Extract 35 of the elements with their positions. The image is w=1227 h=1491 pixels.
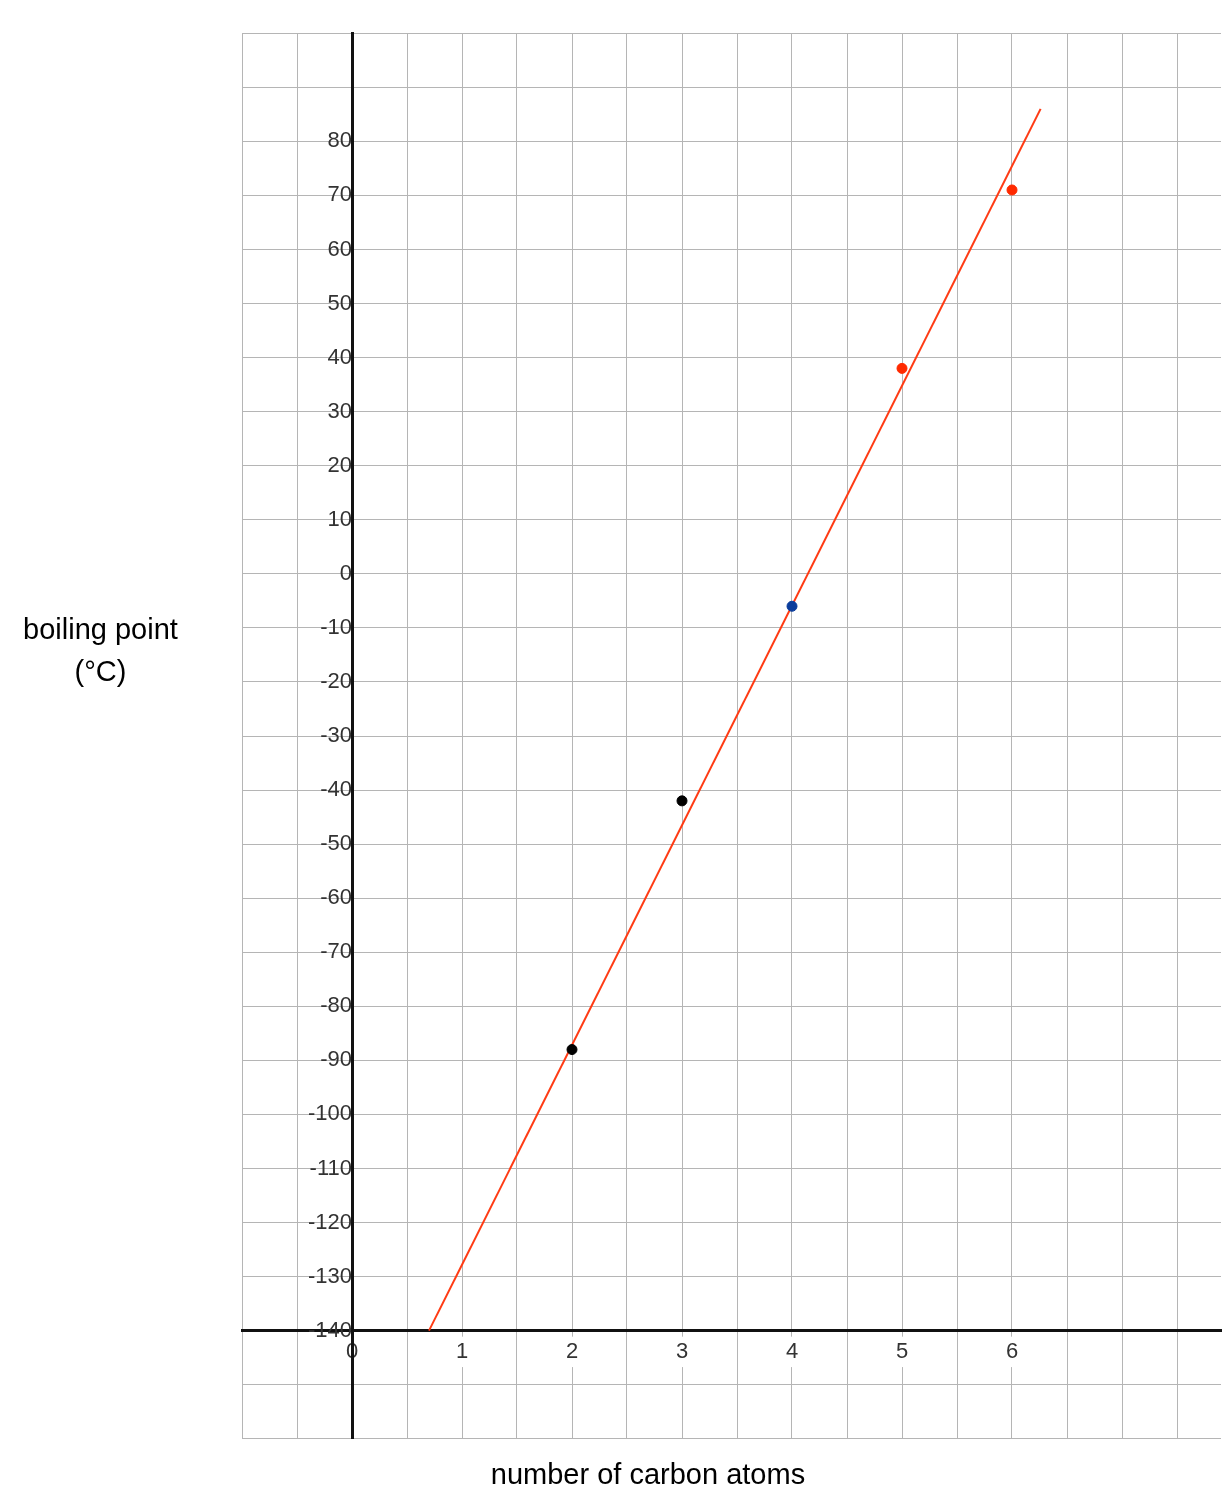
y-axis-title: boiling point (°C) (22, 612, 179, 689)
y-tick-label: -50 (320, 830, 352, 856)
y-tick-label: 20 (327, 451, 352, 477)
y-tick-label: 40 (327, 343, 352, 369)
y-tick-label: -60 (320, 884, 352, 910)
y-tick-label: -40 (320, 776, 352, 802)
point (786, 600, 798, 612)
x-tick-label: 3 (675, 1337, 689, 1363)
y-tick-label: -70 (320, 938, 352, 964)
y-tick-label: -130 (307, 1262, 352, 1288)
y-tick-label: -110 (309, 1154, 352, 1180)
y-tick-label: 0 (339, 559, 352, 585)
y-tick-label: 60 (327, 235, 352, 261)
x-tick-label: 6 (1005, 1337, 1019, 1363)
y-tick-label: -100 (307, 1100, 352, 1126)
y-tick-label: -90 (320, 1046, 352, 1072)
y-tick-label: -20 (320, 668, 352, 693)
y-tick-label: -120 (307, 1208, 352, 1234)
y-tick-label: 80 (327, 127, 352, 153)
point (1006, 184, 1018, 196)
x-tick-label: 2 (565, 1337, 579, 1363)
x-tick-label: 5 (895, 1337, 909, 1363)
x-tick-label: 1 (455, 1337, 469, 1363)
y-tick-label: -80 (320, 992, 352, 1018)
y-tick-label: 50 (327, 289, 352, 315)
x-axis-title: number of carbon atoms (428, 1458, 868, 1491)
point (896, 362, 908, 374)
y-tick-label: -10 (320, 613, 352, 639)
x-tick-label: 4 (785, 1337, 799, 1363)
point (566, 1044, 578, 1056)
y-tick-label: 30 (327, 397, 352, 423)
y-tick-label: -30 (320, 722, 352, 748)
y-tick-label: 10 (327, 505, 352, 531)
y-tick-label: 70 (327, 181, 352, 207)
point (676, 795, 688, 807)
